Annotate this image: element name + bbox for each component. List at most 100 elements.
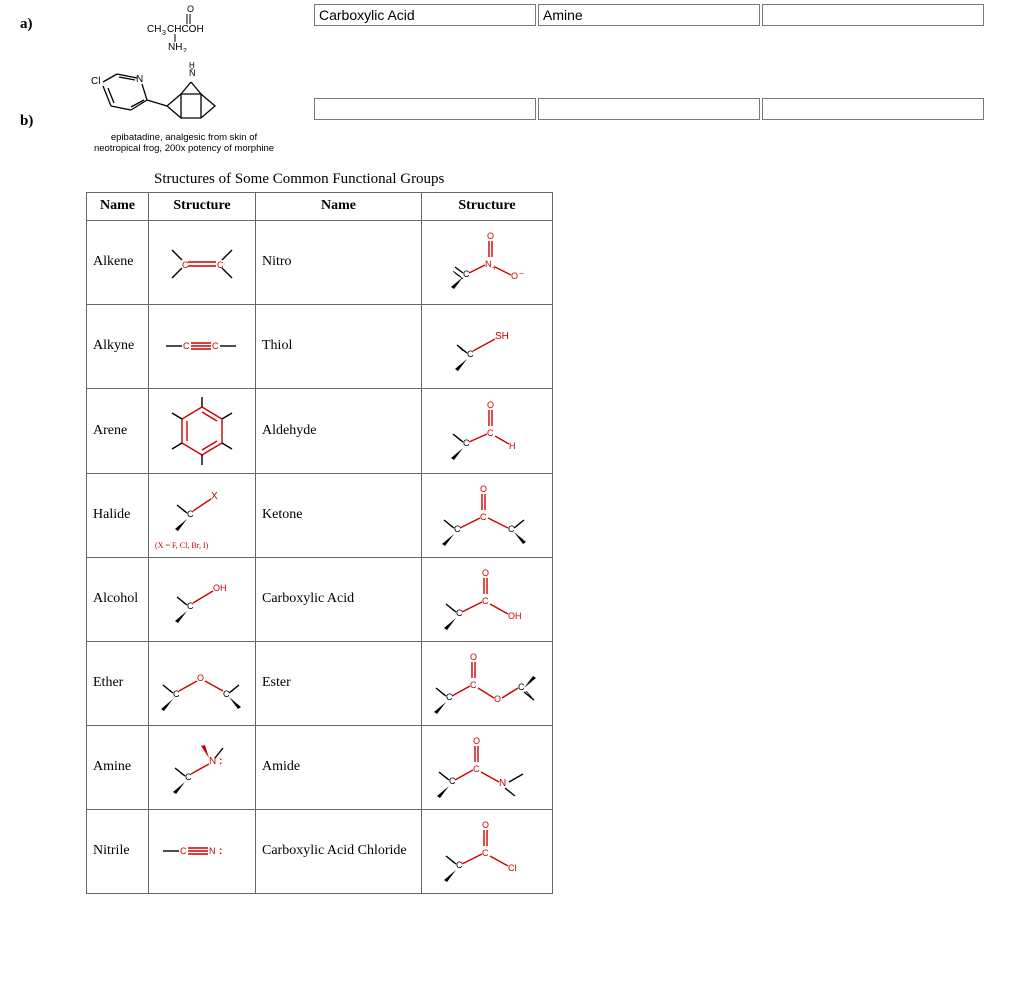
svg-text:C: C [518,682,525,692]
table-row: Alcohol C OH Carboxylic Acid C [87,557,553,641]
table-row: Amine C N : Amide C [87,725,553,809]
question-a-answers [314,4,984,26]
svg-text:H: H [509,441,516,451]
svg-text:C: C [482,596,489,606]
cell-name: Amide [256,725,422,809]
cell-structure-alkyne: C C [149,304,256,388]
table-row: Halide C X (X = F, Cl, Br, I) Ketone C [87,473,553,557]
epibatadine-structure-svg: Cl N N H [89,60,279,132]
cell-structure-ester: C C O O C [422,641,553,725]
cell-structure-ether: C O C [149,641,256,725]
svg-text:Cl: Cl [508,863,517,873]
cell-structure-arene [149,388,256,473]
epibatadine-caption-1: epibatadine, analgesic from skin of [54,132,314,143]
svg-text:N: N [209,846,216,856]
svg-text:O: O [494,694,501,704]
svg-text:C: C [456,608,463,618]
cell-structure-halide: C X (X = F, Cl, Br, I) [149,473,256,557]
svg-text:O: O [187,4,194,14]
svg-text:C: C [463,438,470,448]
cell-name: Nitro [256,220,422,304]
table-row: Nitrile C N : Carboxylic Acid Chloride C [87,809,553,893]
table-title: Structures of Some Common Functional Gro… [154,171,1004,188]
svg-text:N: N [485,259,492,269]
cell-structure-aldehyde: C C O H [422,388,553,473]
functional-groups-table: Name Structure Name Structure Alkene C C [86,192,553,894]
svg-text:C: C [456,860,463,870]
svg-text:C: C [480,512,487,522]
question-b-label: b) [20,89,54,130]
cell-name: Carboxylic Acid [256,557,422,641]
cell-name: Ester [256,641,422,725]
question-a-answer-1[interactable] [314,4,536,26]
question-b-row: b) Cl N N H [20,60,1004,159]
svg-text:OH: OH [508,611,522,621]
svg-text::: : [219,846,222,857]
svg-text:C: C [212,341,219,351]
svg-text:C: C [463,269,470,279]
question-a-answer-3[interactable] [762,4,984,26]
halide-note: (X = F, Cl, Br, I) [155,541,249,550]
question-a-molecule: O CH 3 CHCOH NH 2 [54,4,314,52]
question-b-answers [314,98,984,120]
cell-structure-amine: C N : [149,725,256,809]
svg-text:NH: NH [168,42,182,52]
svg-text::: : [219,756,222,767]
svg-text:C: C [473,764,480,774]
cell-name: Arene [87,388,149,473]
functional-groups-table-wrap: Structures of Some Common Functional Gro… [86,171,1004,894]
svg-text:N: N [136,74,143,85]
cell-name: Ether [87,641,149,725]
question-b-answer-3[interactable] [762,98,984,120]
svg-text:O: O [482,568,489,578]
th-name-1: Name [87,192,149,220]
cell-name: Alkyne [87,304,149,388]
svg-text:O: O [473,736,480,746]
th-name-2: Name [256,192,422,220]
cell-structure-nitrile: C N : [149,809,256,893]
svg-text:Cl: Cl [91,76,100,87]
svg-text:C: C [446,692,453,702]
question-b-molecule: Cl N N H epibatadine, analgesic f [54,60,314,159]
svg-text:C: C [182,260,189,270]
svg-text:OH: OH [213,583,227,593]
svg-text:O: O [511,271,518,281]
svg-text:C: C [223,689,230,699]
svg-text:2: 2 [183,48,187,52]
svg-text:X: X [211,491,218,502]
question-b-answer-2[interactable] [538,98,760,120]
svg-text:CHCOH: CHCOH [167,24,204,35]
epibatadine-caption-2: neotropical frog, 200x potency of morphi… [54,143,314,154]
svg-text:C: C [454,524,461,534]
cell-structure-alcohol: C OH [149,557,256,641]
svg-text:C: C [183,341,190,351]
cell-name: Thiol [256,304,422,388]
svg-text:N: N [499,778,506,789]
svg-text:C: C [482,848,489,858]
svg-text:C: C [470,680,477,690]
th-structure-2: Structure [422,192,553,220]
svg-text:O: O [482,820,489,830]
svg-text:C: C [449,776,456,786]
cell-name: Ketone [256,473,422,557]
svg-text:O: O [480,484,487,494]
cell-structure-amide: C C O N [422,725,553,809]
cell-name: Aldehyde [256,388,422,473]
svg-text:SH: SH [495,331,509,342]
question-a-row: a) O CH 3 CHCOH NH 2 [20,4,1004,52]
question-b-answer-1[interactable] [314,98,536,120]
cell-name: Carboxylic Acid Chloride [256,809,422,893]
svg-text:O: O [487,400,494,410]
table-header-row: Name Structure Name Structure [87,192,553,220]
cell-structure-alkene: C C [149,220,256,304]
question-a-answer-2[interactable] [538,4,760,26]
cell-structure-thiol: C SH [422,304,553,388]
svg-text:CH: CH [147,24,161,35]
alanine-structure-svg: O CH 3 CHCOH NH 2 [141,4,227,52]
table-row: Ether C O C Ester [87,641,553,725]
svg-text:−: − [519,269,524,278]
table-row: Arene Aldehyde [87,388,553,473]
cell-name: Alcohol [87,557,149,641]
svg-text:O: O [197,673,204,683]
question-a-label: a) [20,4,54,33]
